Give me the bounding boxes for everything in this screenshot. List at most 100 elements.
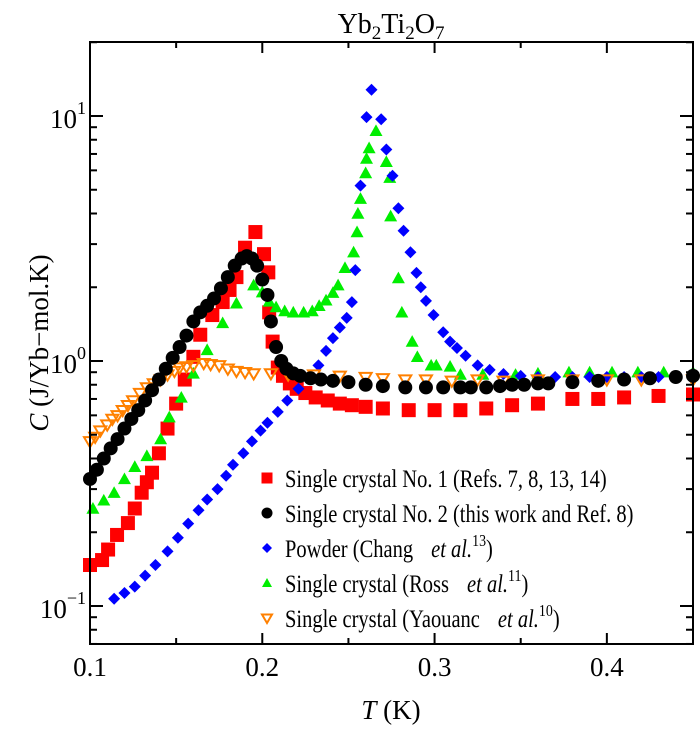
data-point [201,493,214,506]
data-point [292,382,305,395]
data-point [375,379,390,394]
data-point [320,344,333,357]
legend-marker [262,578,272,587]
y-tick-base: 10 [40,594,67,624]
data-point [443,359,457,372]
data-point [269,340,284,355]
data-point [437,326,450,339]
data-point [303,371,318,386]
data-point [110,432,125,447]
data-point [171,531,184,544]
data-point [200,343,214,356]
data-point [471,359,484,372]
data-point [517,377,532,392]
legend-entry: Single crystal No. 1 (Refs. 7, 8, 13, 14… [261,465,607,492]
data-point [161,545,174,558]
data-point [565,391,580,406]
data-point [109,410,126,424]
data-point [278,304,292,317]
data-point [145,465,160,480]
data-point [483,363,496,376]
y-tick-exponent: 0 [77,343,86,363]
data-point [414,281,427,294]
series-4 [86,124,700,514]
x-tick-labels: 0.1 0.2 0.3 0.4 [73,652,624,682]
x-tick-label: 0.1 [73,652,107,682]
data-point [248,225,263,240]
data-point [398,380,413,395]
legend-entry: Single crystal No. 2 (this work and Ref.… [261,500,633,527]
data-point [313,372,328,387]
data-point [405,335,419,347]
data-point [362,141,376,154]
data-point [99,419,115,433]
data-point [479,380,494,395]
legend-label: Single crystal No. 1 (Refs. 7, 8, 13, 14… [285,465,607,492]
data-point [271,405,284,418]
data-point [338,261,352,274]
data-point [427,309,440,322]
data-point [397,374,414,388]
legend-label: Powder (Chang et al.13) [285,532,493,563]
data-point [257,247,272,262]
data-point [151,446,166,461]
legend-text-main: Single crystal (Yaouanc [285,605,480,632]
data-marks [82,83,700,605]
data-point [261,416,274,429]
data-point [87,431,103,445]
data-point [174,390,188,403]
data-point [444,335,457,348]
data-point [286,305,300,318]
x-tick-label: 0.4 [590,652,624,682]
data-point [505,377,520,392]
data-point [108,592,121,605]
data-point [668,370,683,385]
legend-text-main: Single crystal No. 2 (this work and Ref.… [285,500,633,527]
data-point [207,291,222,306]
legend: Single crystal No. 1 (Refs. 7, 8, 13, 14… [260,465,633,632]
data-point [281,394,294,407]
data-point [97,493,111,506]
data-point [410,266,423,279]
data-point [453,403,468,418]
data-point [158,361,173,376]
data-point [479,401,494,416]
data-point [617,372,632,387]
data-point [326,332,339,345]
data-point [410,350,424,363]
data-point [211,483,224,496]
data-point [320,393,335,408]
legend-marker [262,543,272,553]
data-point [120,400,136,414]
data-point [345,296,358,309]
legend-text-etal: et al. [431,535,472,562]
data-point [375,373,391,387]
y-tick-exponent: −1 [67,588,86,608]
data-point [401,403,416,418]
data-point [131,403,146,418]
chart-title: Yb2Ti2O7 [338,9,445,44]
data-point [359,166,373,179]
data-point [128,580,141,593]
data-point [404,246,417,259]
data-point [308,390,323,405]
data-point [127,501,142,516]
data-point [305,304,319,317]
data-point [369,124,383,137]
data-point [312,299,326,311]
data-point [125,395,141,409]
legend-marker [260,613,274,625]
data-point [101,542,116,557]
data-point [263,314,278,329]
data-point [591,373,606,388]
data-point [365,83,378,96]
data-point [463,380,478,395]
data-point [260,287,275,302]
data-point [154,432,168,445]
data-point [165,350,180,365]
data-point [642,371,657,386]
data-point [341,375,356,390]
data-point [269,300,283,313]
legend-text-ref: 11 [508,567,521,586]
